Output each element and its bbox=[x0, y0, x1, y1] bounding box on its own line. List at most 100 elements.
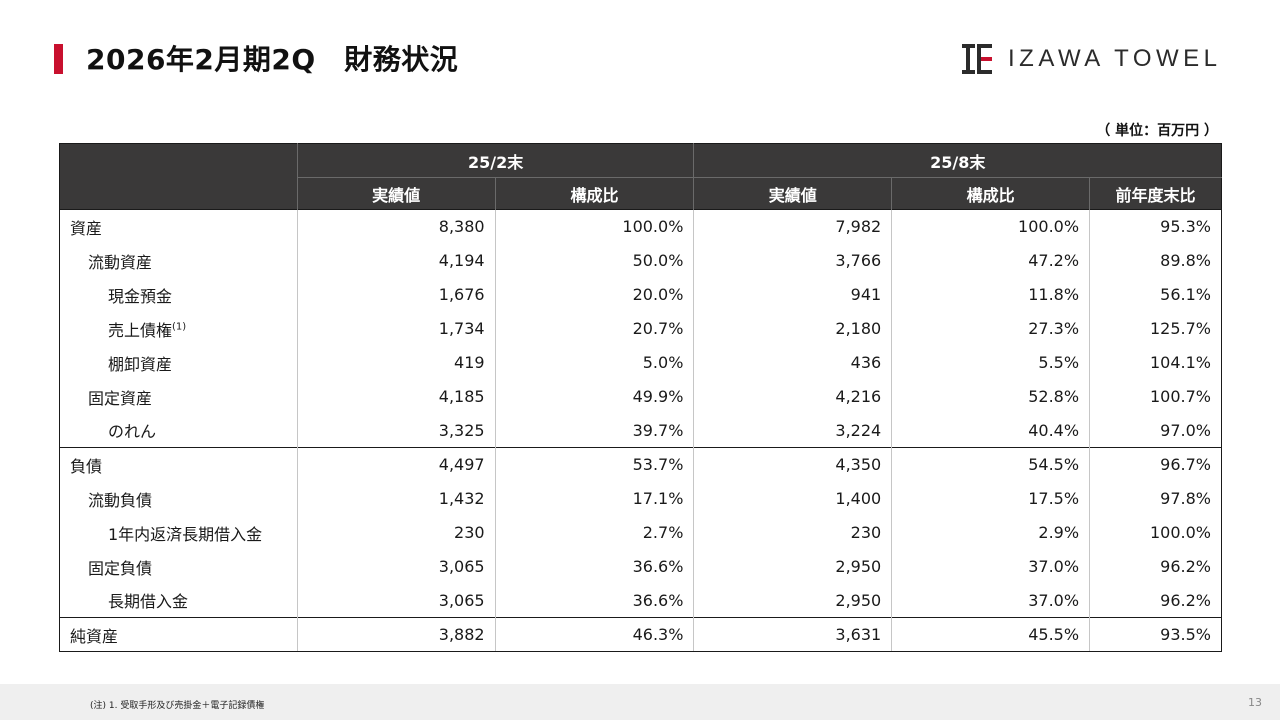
row-label-text: 資産 bbox=[70, 218, 103, 238]
table-cell: 4,350 bbox=[693, 447, 892, 482]
table-cell: 2.7% bbox=[494, 515, 694, 550]
table-row: 長期借入金 3,065 36.6% 2,950 37.0% 96.2% bbox=[60, 583, 1222, 618]
table-cell: 11.8% bbox=[891, 277, 1090, 312]
col-header: 実績値 bbox=[296, 177, 496, 210]
row-label-text: 固定資産 bbox=[88, 388, 153, 408]
footnote: (注) 1. 受取手形及び売掛金＋電子記録債権 bbox=[90, 701, 265, 711]
table-cell: 5.0% bbox=[494, 345, 694, 380]
table-cell: 46.3% bbox=[494, 617, 694, 652]
unit-label: （ 単位：百万円 ） bbox=[1096, 123, 1218, 139]
logo-text: IZAWA TOWEL bbox=[1008, 45, 1222, 72]
table-cell: 56.1% bbox=[1089, 277, 1222, 312]
row-label: 長期借入金 bbox=[60, 584, 298, 618]
row-label-text: 純資産 bbox=[70, 626, 119, 646]
table-cell: 3,065 bbox=[296, 583, 496, 618]
table-row: 1年内返済長期借入金 230 2.7% 230 2.9% 100.0% bbox=[60, 515, 1222, 550]
logo-mark-icon bbox=[962, 44, 992, 74]
table-cell: 97.0% bbox=[1089, 413, 1222, 448]
row-label: 棚卸資産 bbox=[60, 346, 298, 380]
table-cell: 4,497 bbox=[296, 447, 496, 482]
row-label: 負債 bbox=[59, 447, 298, 482]
table-cell: 1,676 bbox=[296, 277, 496, 312]
row-label: 1年内返済長期借入金 bbox=[60, 516, 298, 550]
table-cell: 1,734 bbox=[296, 311, 496, 346]
table-cell: 4,185 bbox=[296, 379, 496, 414]
table-cell: 36.6% bbox=[494, 583, 694, 618]
financial-table: 25/2末 25/8末 実績値 構成比 実績値 構成比 前年度末比 資産 8,38… bbox=[59, 143, 1222, 652]
footnote-marker: (1) bbox=[172, 321, 187, 333]
col-header: 構成比 bbox=[494, 177, 694, 210]
table-cell: 3,325 bbox=[296, 413, 496, 448]
table-cell: 2,950 bbox=[693, 583, 892, 618]
table-cell: 7,982 bbox=[693, 209, 892, 244]
table-cell: 50.0% bbox=[494, 243, 694, 278]
row-label: 純資産 bbox=[59, 617, 298, 652]
table-cell: 5.5% bbox=[891, 345, 1090, 380]
table-cell: 53.7% bbox=[494, 447, 694, 482]
table-cell: 45.5% bbox=[891, 617, 1090, 652]
table-cell: 100.0% bbox=[891, 209, 1090, 244]
table-cell: 49.9% bbox=[494, 379, 694, 414]
table-cell: 2.9% bbox=[891, 515, 1090, 550]
row-label-text: 固定負債 bbox=[88, 558, 153, 578]
table-cell: 96.7% bbox=[1089, 447, 1222, 482]
table-row: 純資産 3,882 46.3% 3,631 45.5% 93.5% bbox=[59, 617, 1222, 652]
table-row: 棚卸資産 419 5.0% 436 5.5% 104.1% bbox=[60, 345, 1222, 380]
table-row: 流動負債 1,432 17.1% 1,400 17.5% 97.8% bbox=[60, 481, 1222, 516]
row-label: 売上債権(1) bbox=[60, 312, 298, 346]
table-cell: 89.8% bbox=[1089, 243, 1222, 278]
table-cell: 1,432 bbox=[296, 481, 496, 516]
table-cell: 17.5% bbox=[891, 481, 1090, 516]
table-cell: 1,400 bbox=[693, 481, 892, 516]
row-label: 資産 bbox=[59, 209, 298, 244]
table-cell: 93.5% bbox=[1089, 617, 1222, 652]
row-label-text: 現金預金 bbox=[108, 286, 173, 306]
table-cell: 52.8% bbox=[891, 379, 1090, 414]
footer: (注) 1. 受取手形及び売掛金＋電子記録債権 13 bbox=[0, 684, 1280, 720]
table-cell: 20.0% bbox=[494, 277, 694, 312]
table-cell: 4,216 bbox=[693, 379, 892, 414]
row-label: 固定資産 bbox=[60, 380, 298, 414]
table-cell: 36.6% bbox=[494, 549, 694, 584]
table-cell: 100.0% bbox=[494, 209, 694, 244]
row-label-text: 売上債権 bbox=[108, 320, 173, 340]
table-cell: 39.7% bbox=[494, 413, 694, 448]
table-cell: 96.2% bbox=[1089, 549, 1222, 584]
group-header-curr: 25/8末 bbox=[693, 143, 1222, 178]
table-cell: 37.0% bbox=[891, 549, 1090, 584]
group-header-prev: 25/2末 bbox=[296, 143, 694, 178]
table-cell: 100.7% bbox=[1089, 379, 1222, 414]
row-label-text: 1年内返済長期借入金 bbox=[108, 524, 263, 544]
row-label-text: 長期借入金 bbox=[108, 592, 189, 612]
table-cell: 40.4% bbox=[891, 413, 1090, 448]
row-label: のれん bbox=[60, 414, 298, 448]
table-cell: 27.3% bbox=[891, 311, 1090, 346]
table-cell: 37.0% bbox=[891, 583, 1090, 618]
table-cell: 2,950 bbox=[693, 549, 892, 584]
title-accent-bar bbox=[54, 44, 63, 74]
table-cell: 436 bbox=[693, 345, 892, 380]
row-label-text: 負債 bbox=[70, 456, 103, 476]
table-row: 固定資産 4,185 49.9% 4,216 52.8% 100.7% bbox=[60, 379, 1222, 414]
row-label-text: 流動資産 bbox=[88, 252, 153, 272]
row-label: 現金預金 bbox=[60, 278, 298, 312]
row-label: 流動負債 bbox=[60, 482, 298, 516]
page-title: 2026年2月期2Q 財務状況 bbox=[86, 43, 459, 76]
row-label-text: 棚卸資産 bbox=[108, 354, 173, 374]
col-header: 構成比 bbox=[891, 177, 1090, 210]
table-row: 現金預金 1,676 20.0% 941 11.8% 56.1% bbox=[60, 277, 1222, 312]
table-cell: 95.3% bbox=[1089, 209, 1222, 244]
table-cell: 3,631 bbox=[693, 617, 892, 652]
table-cell: 125.7% bbox=[1089, 311, 1222, 346]
header-corner bbox=[59, 143, 298, 210]
table-cell: 100.0% bbox=[1089, 515, 1222, 550]
table-row: のれん 3,325 39.7% 3,224 40.4% 97.0% bbox=[60, 413, 1222, 448]
table-cell: 2,180 bbox=[693, 311, 892, 346]
table-cell: 230 bbox=[296, 515, 496, 550]
row-label: 固定負債 bbox=[60, 550, 298, 584]
table-row: 固定負債 3,065 36.6% 2,950 37.0% 96.2% bbox=[60, 549, 1222, 584]
col-header: 前年度末比 bbox=[1089, 177, 1222, 210]
table-cell: 230 bbox=[693, 515, 892, 550]
table-row: 売上債権(1) 1,734 20.7% 2,180 27.3% 125.7% bbox=[60, 311, 1222, 346]
table-cell: 3,224 bbox=[693, 413, 892, 448]
